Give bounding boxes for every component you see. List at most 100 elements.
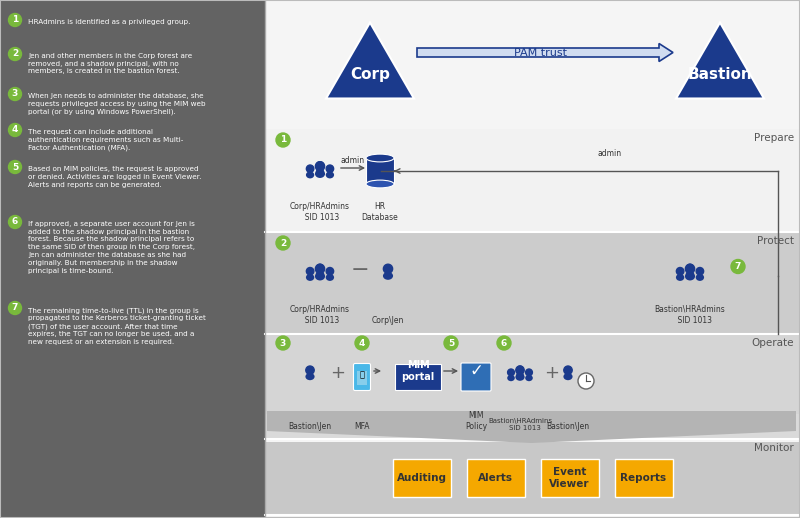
Circle shape xyxy=(306,366,314,375)
Bar xyxy=(265,232,800,416)
Polygon shape xyxy=(326,22,414,98)
Circle shape xyxy=(564,366,572,375)
Circle shape xyxy=(676,267,684,275)
Ellipse shape xyxy=(366,154,394,162)
Bar xyxy=(0,0,265,518)
FancyBboxPatch shape xyxy=(354,364,370,391)
Text: HRAdmins is identified as a privileged group.: HRAdmins is identified as a privileged g… xyxy=(28,19,190,25)
Circle shape xyxy=(316,162,324,169)
Circle shape xyxy=(686,264,694,274)
Circle shape xyxy=(9,301,22,314)
Polygon shape xyxy=(267,411,796,443)
Text: 5: 5 xyxy=(12,163,18,171)
Text: 1: 1 xyxy=(12,16,18,24)
Text: 7: 7 xyxy=(735,262,741,271)
Ellipse shape xyxy=(507,375,515,381)
Circle shape xyxy=(315,162,325,171)
Circle shape xyxy=(276,236,290,250)
Text: Based on MIM policies, the request is approved
or denied. Activities are logged : Based on MIM policies, the request is ap… xyxy=(28,166,202,188)
Circle shape xyxy=(355,336,369,350)
Text: If approved, a separate user account for Jen is
added to the shadow principal in: If approved, a separate user account for… xyxy=(28,221,195,274)
Text: Bastion\Jen: Bastion\Jen xyxy=(546,422,590,431)
Text: 7: 7 xyxy=(12,304,18,312)
Text: PAM trust: PAM trust xyxy=(514,48,566,57)
Text: Auditing: Auditing xyxy=(397,473,446,483)
Text: 4: 4 xyxy=(12,125,18,135)
Bar xyxy=(466,459,525,497)
Ellipse shape xyxy=(366,180,394,188)
Circle shape xyxy=(276,336,290,350)
Text: Corp: Corp xyxy=(350,67,390,82)
Text: Reports: Reports xyxy=(621,473,666,483)
Circle shape xyxy=(686,264,694,271)
Text: 2: 2 xyxy=(280,238,286,248)
Text: 5: 5 xyxy=(448,338,454,348)
Circle shape xyxy=(497,336,511,350)
Text: Bastion\HRAdmins
    SID 1013: Bastion\HRAdmins SID 1013 xyxy=(488,418,552,431)
Text: Bastion: Bastion xyxy=(688,67,752,82)
Bar xyxy=(366,158,394,184)
Circle shape xyxy=(9,13,22,26)
Ellipse shape xyxy=(515,373,525,381)
Text: Bastion\Jen: Bastion\Jen xyxy=(289,422,331,431)
Circle shape xyxy=(696,267,704,275)
Ellipse shape xyxy=(316,270,324,278)
Text: 3: 3 xyxy=(280,338,286,348)
Text: admin: admin xyxy=(341,156,365,165)
Text: +: + xyxy=(545,364,559,382)
Bar xyxy=(357,371,367,385)
Ellipse shape xyxy=(316,168,324,175)
Circle shape xyxy=(315,264,325,274)
Circle shape xyxy=(306,267,314,275)
Ellipse shape xyxy=(676,274,684,281)
Ellipse shape xyxy=(306,171,314,178)
Circle shape xyxy=(9,215,22,228)
Circle shape xyxy=(316,264,324,271)
Text: Jen and other members in the Corp forest are
removed, and a shadow principal, wi: Jen and other members in the Corp forest… xyxy=(28,53,192,75)
Ellipse shape xyxy=(696,274,704,281)
Text: Operate: Operate xyxy=(751,338,794,348)
Circle shape xyxy=(326,165,334,172)
Text: MIM
Policy: MIM Policy xyxy=(465,411,487,431)
Bar xyxy=(265,334,800,417)
Text: 6: 6 xyxy=(12,218,18,226)
Text: 🔑: 🔑 xyxy=(359,370,365,380)
Ellipse shape xyxy=(315,169,325,178)
Circle shape xyxy=(508,369,514,376)
Ellipse shape xyxy=(563,373,573,380)
Circle shape xyxy=(517,366,523,373)
Text: Prepare: Prepare xyxy=(754,133,794,143)
Ellipse shape xyxy=(306,274,314,281)
Text: The remaining time-to-live (TTL) in the group is
propagated to the Kerberos tick: The remaining time-to-live (TTL) in the … xyxy=(28,307,206,345)
Ellipse shape xyxy=(516,372,524,378)
Ellipse shape xyxy=(306,373,314,380)
Text: MIM
portal: MIM portal xyxy=(402,360,434,382)
Text: 1: 1 xyxy=(280,136,286,145)
Text: Alerts: Alerts xyxy=(478,473,513,483)
Text: +: + xyxy=(330,364,346,382)
Text: 3: 3 xyxy=(12,90,18,98)
Text: MFA: MFA xyxy=(354,422,370,431)
Ellipse shape xyxy=(383,272,393,280)
Circle shape xyxy=(526,369,533,376)
Text: Corp/HRAdmins
  SID 1013: Corp/HRAdmins SID 1013 xyxy=(290,305,350,325)
Bar xyxy=(614,459,673,497)
Ellipse shape xyxy=(686,270,694,278)
Ellipse shape xyxy=(526,375,533,381)
Polygon shape xyxy=(676,22,764,98)
Text: Bastion\HRAdmins
    SID 1013: Bastion\HRAdmins SID 1013 xyxy=(654,305,726,325)
Circle shape xyxy=(444,336,458,350)
Circle shape xyxy=(9,161,22,174)
Circle shape xyxy=(516,366,524,375)
Text: 6: 6 xyxy=(501,338,507,348)
Ellipse shape xyxy=(326,274,334,281)
Text: 4: 4 xyxy=(359,338,365,348)
Bar xyxy=(395,364,441,390)
Circle shape xyxy=(276,133,290,147)
Circle shape xyxy=(9,48,22,61)
Text: Event
Viewer: Event Viewer xyxy=(550,467,590,489)
Circle shape xyxy=(578,373,594,389)
Text: Monitor: Monitor xyxy=(754,443,794,453)
Circle shape xyxy=(383,264,393,274)
Text: Protect: Protect xyxy=(757,236,794,246)
